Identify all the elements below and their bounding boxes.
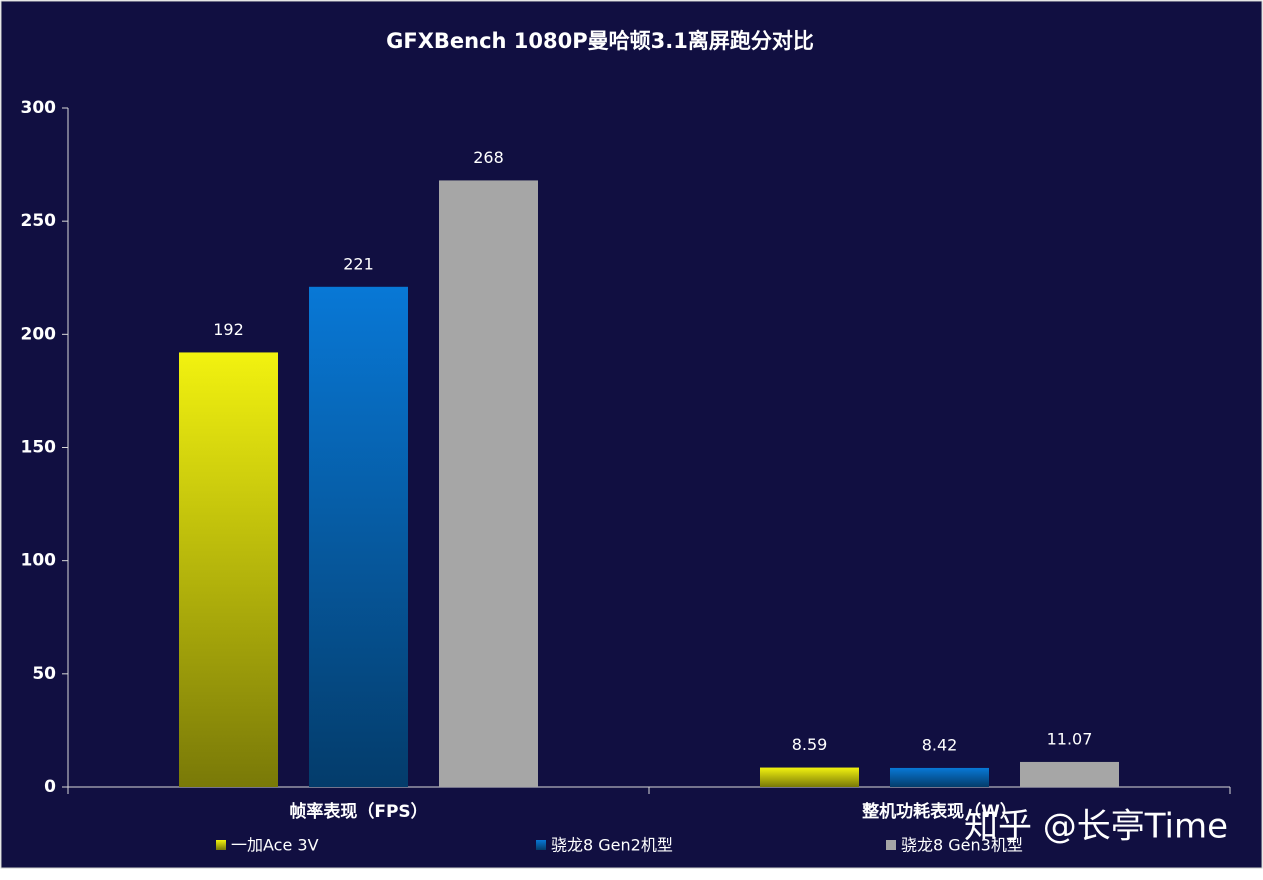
y-tick-label: 0 (44, 777, 56, 797)
legend-swatch (216, 840, 226, 850)
bar (1020, 761, 1119, 787)
watermark: 知乎 @长亭Time (964, 807, 1228, 847)
x-tick-label: 整机功耗表现（W） (862, 801, 1017, 822)
value-label: 11.07 (1047, 729, 1093, 748)
value-label: 221 (343, 254, 374, 273)
y-tick-label: 250 (21, 211, 57, 231)
bar (179, 352, 278, 787)
bar (439, 180, 538, 788)
y-tick-label: 50 (32, 664, 56, 684)
y-tick-label: 300 (21, 98, 57, 118)
value-label: 8.42 (922, 735, 958, 754)
value-label: 268 (473, 148, 504, 167)
y-tick-label: 150 (21, 438, 57, 458)
legend-label: 一加Ace 3V (231, 836, 319, 855)
value-label: 192 (213, 320, 244, 339)
legend-swatch (536, 840, 546, 850)
legend-label: 骁龙8 Gen2机型 (551, 836, 673, 855)
y-tick-label: 100 (21, 551, 57, 571)
bar (309, 286, 408, 787)
bar (890, 767, 989, 787)
value-label: 8.59 (792, 735, 828, 754)
chart-title: GFXBench 1080P曼哈顿3.1离屏跑分对比 (386, 29, 814, 53)
x-tick-label: 帧率表现（FPS） (289, 801, 427, 822)
bar (760, 767, 859, 787)
y-tick-label: 200 (21, 324, 57, 344)
legend-swatch (886, 840, 896, 850)
legend-label: 骁龙8 Gen3机型 (901, 836, 1023, 855)
